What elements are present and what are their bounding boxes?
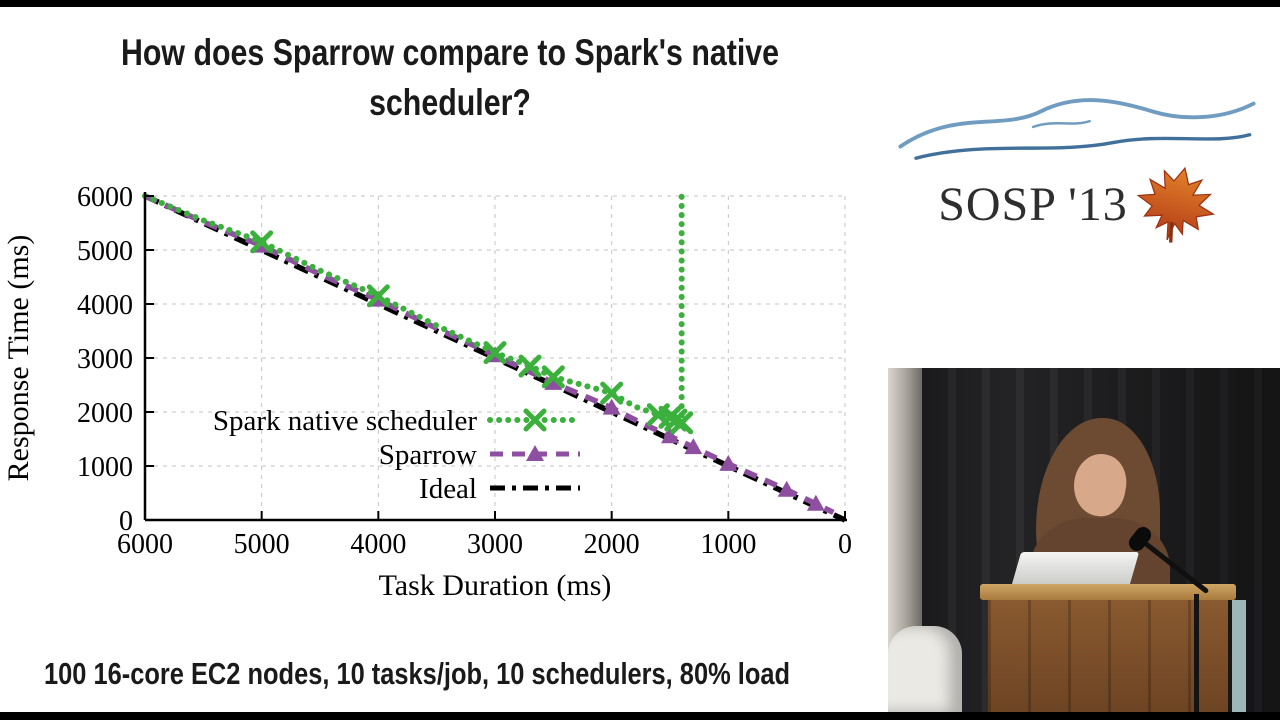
marker-triangle	[602, 398, 621, 415]
x-axis-title: Task Duration (ms)	[379, 569, 612, 602]
x-tick-label: 2000	[584, 529, 640, 560]
speaker-video	[888, 368, 1280, 712]
x-tick-label: 3000	[467, 529, 523, 560]
letterbox-top	[0, 0, 1280, 7]
sosp-mountain-art	[898, 98, 1256, 160]
marker-triangle	[661, 427, 679, 444]
y-tick-label: 6000	[77, 182, 133, 213]
sosp-logo-text: SOSP '13	[938, 177, 1128, 231]
marker-triangle	[719, 454, 738, 471]
white-chair	[888, 626, 962, 712]
marker-x	[541, 365, 565, 389]
marker-x	[523, 408, 547, 432]
slide-title: How does Sparrow compare to Spark's nati…	[81, 28, 819, 128]
marker-x	[600, 381, 624, 405]
maple-leaf-icon	[1136, 166, 1215, 243]
marker-x	[250, 230, 274, 254]
y-axis-title: Response Time (ms)	[2, 235, 35, 482]
marker-triangle	[526, 445, 544, 461]
x-tick-label: 0	[838, 529, 852, 560]
legend-label: Ideal	[419, 473, 477, 505]
marker-triangle	[684, 438, 703, 455]
y-tick-label: 5000	[77, 236, 133, 267]
letterbox-bottom	[0, 712, 1280, 720]
marker-x	[518, 354, 542, 378]
podium-top	[980, 584, 1236, 600]
podium	[988, 600, 1228, 712]
y-tick-label: 3000	[77, 344, 133, 375]
series-line	[143, 193, 835, 515]
response-time-chart: 6000 5000 4000 3000 2000 1000 0 0 1000 2000 3000 40…	[2, 182, 852, 602]
marker-triangle	[806, 494, 825, 511]
y-tick-label: 4000	[77, 290, 133, 321]
marker-x	[366, 284, 390, 308]
slide-title-line1: How does Sparrow compare to Spark's nati…	[120, 32, 780, 73]
x-tick-label: 6000	[117, 529, 173, 560]
x-tick-label: 5000	[234, 529, 290, 560]
marker-x	[670, 411, 694, 435]
microphone-stand	[1194, 594, 1199, 712]
sosp-logo: SOSP '13	[878, 84, 1278, 254]
banner-strip	[1232, 600, 1246, 712]
y-tick-label: 1000	[77, 452, 133, 483]
podium-panels	[988, 600, 1228, 712]
y-tick-label: 2000	[77, 398, 133, 429]
slide-caption: 100 16-core EC2 nodes, 10 tasks/job, 10 …	[44, 656, 791, 691]
x-tick-label: 1000	[700, 529, 756, 560]
slide-title-line2: scheduler?	[369, 81, 531, 123]
legend-label: Sparrow	[379, 439, 477, 471]
y-tick-label: 0	[119, 506, 133, 537]
x-tick-label: 4000	[350, 529, 406, 560]
laptop	[1010, 552, 1140, 588]
marker-triangle	[544, 373, 563, 390]
marker-x	[483, 341, 507, 365]
legend-label: Spark native scheduler	[213, 405, 477, 437]
series-line	[142, 193, 685, 426]
marker-triangle	[777, 480, 796, 497]
